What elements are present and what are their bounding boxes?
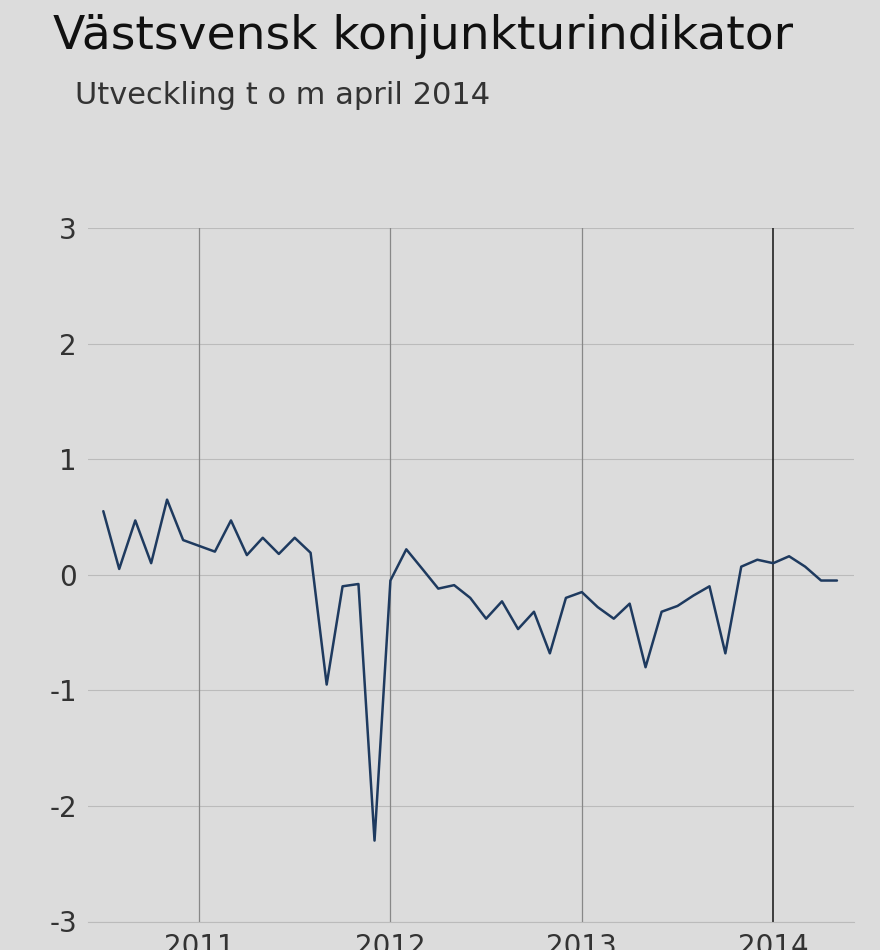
Text: Utveckling t o m april 2014: Utveckling t o m april 2014 — [75, 81, 490, 110]
Text: Västsvensk konjunkturindikator: Västsvensk konjunkturindikator — [53, 14, 793, 59]
